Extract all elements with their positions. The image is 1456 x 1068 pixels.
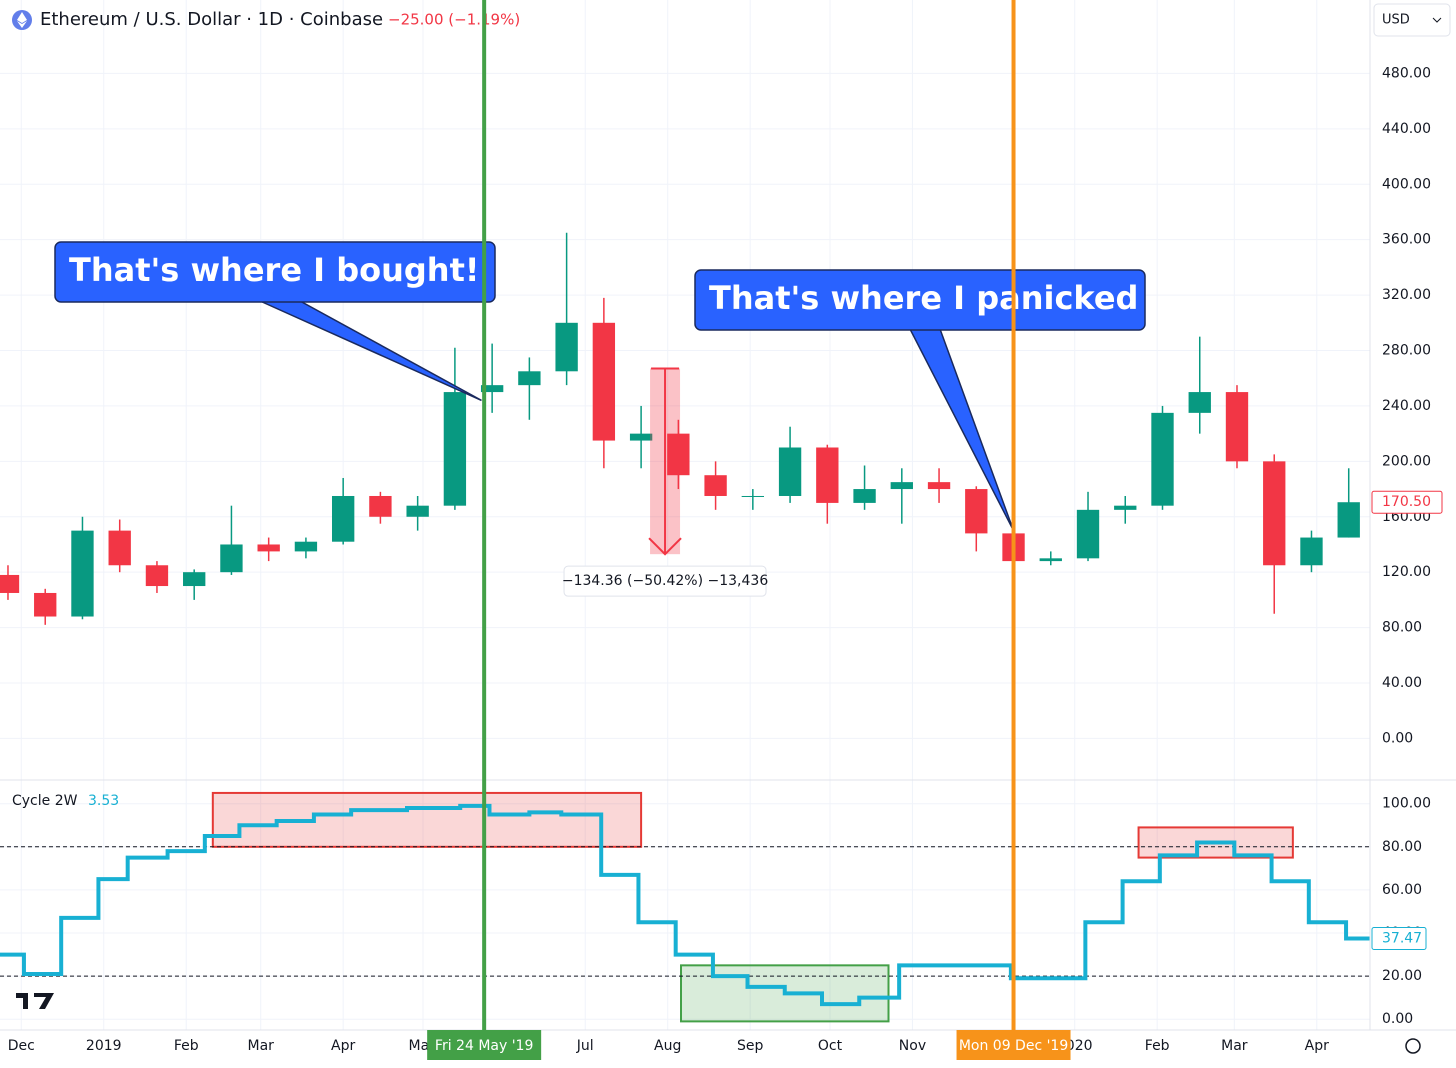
callout-text: That's where I panicked	[709, 279, 1138, 317]
last-price-label: 170.50	[1382, 494, 1431, 510]
measure-label: −134.36 (−50.42%) −13,436	[562, 573, 768, 589]
candle-body	[1300, 537, 1323, 566]
y-tick-label: 40.00	[1382, 675, 1422, 691]
x-tick-label: Dec	[8, 1038, 35, 1054]
candle-body	[965, 489, 988, 534]
candle-body	[518, 371, 541, 386]
candle-body	[741, 495, 765, 497]
marker-label: Mon 09 Dec '19	[959, 1038, 1068, 1054]
y-tick-label: 360.00	[1382, 232, 1431, 248]
candle-body	[1188, 392, 1211, 413]
symbol-title: Ethereum / U.S. Dollar · 1D · Coinbase	[40, 9, 383, 30]
indicator-last-label: 37.47	[1382, 930, 1422, 946]
x-tick-label: Sep	[737, 1038, 764, 1054]
y-tick-label: 80.00	[1382, 839, 1422, 855]
measure-arrow	[648, 537, 682, 556]
y-tick-label: 100.00	[1382, 796, 1431, 812]
candle-body	[145, 565, 169, 587]
candle-body	[34, 592, 57, 617]
candle-body	[555, 322, 578, 372]
candle-body	[1114, 505, 1137, 510]
currency-label[interactable]: USD	[1382, 13, 1410, 28]
indicator-value: 3.53	[88, 793, 119, 809]
x-tick-label: Mar	[1221, 1038, 1248, 1054]
overlay: 170.50 That's where I bought! That's where…	[54, 0, 1443, 1060]
x-tick-label: Aug	[654, 1038, 681, 1054]
candle-body	[890, 482, 913, 490]
plot: −134.36 (−50.42%) −13,436	[0, 232, 1370, 1023]
x-tick-label: 2019	[86, 1038, 122, 1054]
callout-joint	[258, 298, 302, 301]
candle-body	[927, 482, 951, 490]
candle-body	[629, 433, 653, 441]
x-tick-label: Nov	[899, 1038, 926, 1054]
y-tick-label: 0.00	[1382, 730, 1413, 746]
candle-body	[853, 489, 876, 503]
candle-body	[71, 530, 94, 617]
y-tick-label: 200.00	[1382, 453, 1431, 469]
candle-body	[816, 447, 839, 503]
zone	[211, 791, 643, 848]
indicator-line	[0, 803, 1370, 1007]
candle-body	[369, 495, 392, 517]
candle-body	[1151, 412, 1174, 506]
candle-body	[1225, 392, 1249, 462]
x-tick-label: Apr	[1305, 1038, 1329, 1054]
y-tick-label: 480.00	[1382, 65, 1431, 81]
candle-body	[257, 544, 280, 552]
candle-body	[183, 572, 206, 587]
y-tick-label: 240.00	[1382, 398, 1431, 414]
callout-box	[54, 241, 496, 303]
x-tick-label: Feb	[1145, 1038, 1170, 1054]
indicator-last-box	[1371, 926, 1427, 950]
candle-body	[1039, 558, 1062, 562]
callout-joint	[908, 326, 942, 329]
indicator-name: Cycle 2W	[12, 793, 78, 809]
candle-body	[406, 505, 429, 517]
callout-text: That's where I bought!	[69, 251, 479, 289]
candle-body	[1263, 461, 1286, 566]
measure-label-box	[563, 565, 767, 597]
price-change[interactable]: −25.00 (−1.19%)	[388, 11, 520, 29]
candle-body	[1076, 509, 1100, 559]
x-tick-label: Apr	[331, 1038, 355, 1054]
x-tick-label: Mar	[247, 1038, 274, 1054]
candle-body	[443, 392, 467, 506]
candle-body	[0, 574, 20, 593]
last-price-box	[1371, 490, 1443, 514]
y-tick-label: 120.00	[1382, 564, 1431, 580]
candle-body	[667, 433, 690, 476]
y-tick-label: 280.00	[1382, 343, 1431, 359]
candle-body	[294, 541, 318, 552]
candle-body	[704, 475, 727, 496]
x-tick-label: Jul	[576, 1038, 594, 1054]
candle-body	[331, 495, 355, 542]
currency-caret	[1432, 17, 1442, 23]
y-tick-label: 440.00	[1382, 121, 1431, 137]
marker-label-box	[427, 1030, 542, 1060]
settings-icon[interactable]	[1405, 1038, 1421, 1054]
candle-body	[778, 447, 802, 496]
y-tick-label: 20.00	[1382, 968, 1422, 984]
candle-body	[220, 544, 243, 573]
y-tick-label: 400.00	[1382, 176, 1431, 192]
x-tick-label: Oct	[818, 1038, 843, 1054]
marker-label-box	[956, 1030, 1071, 1060]
symbol-icon-glyph	[17, 12, 27, 28]
y-tick-label: 0.00	[1382, 1011, 1413, 1027]
callout-box	[694, 269, 1146, 331]
tradingview-logo[interactable]	[16, 993, 54, 1009]
marker-label: Fri 24 May '19	[435, 1038, 533, 1054]
y-tick-label: 60.00	[1382, 882, 1422, 898]
y-tick-label: 320.00	[1382, 287, 1431, 303]
y-tick-label: 80.00	[1382, 620, 1422, 636]
candle-body	[480, 385, 504, 393]
candle-body	[592, 322, 616, 441]
x-tick-label: Feb	[174, 1038, 199, 1054]
currency-button[interactable]	[1373, 3, 1451, 37]
candle-body	[108, 530, 131, 566]
candle-body	[1337, 502, 1360, 538]
